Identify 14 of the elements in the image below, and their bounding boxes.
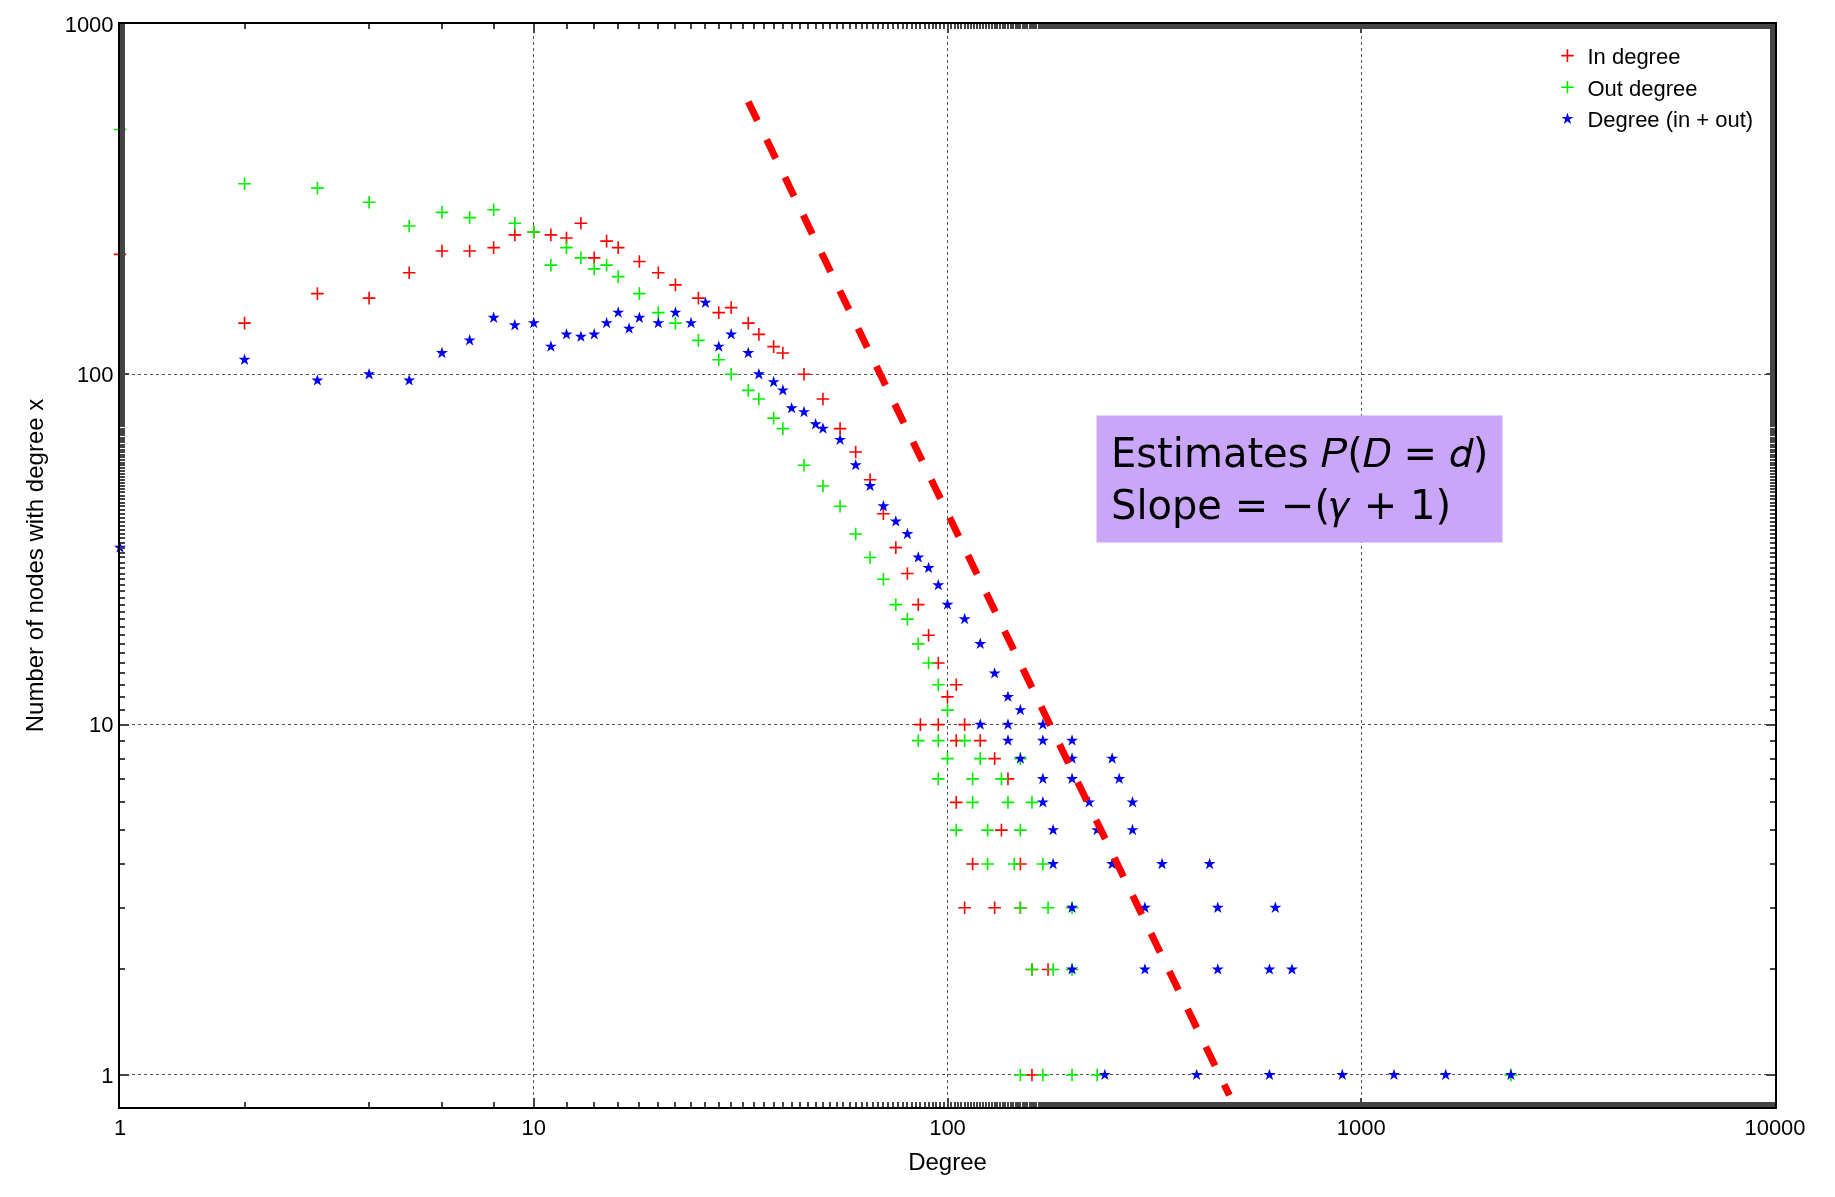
y-axis-title: Number of nodes with degree x <box>21 398 49 733</box>
x-tick-label: 1000 <box>1336 1115 1386 1141</box>
x-tick-label: 10000 <box>1744 1115 1806 1141</box>
x-axis-title: Degree <box>908 1148 987 1176</box>
y-tick-label: 100 <box>76 362 114 388</box>
legend-label: In degree <box>1587 44 1681 70</box>
legend-label: Degree (in + out) <box>1587 107 1754 133</box>
x-tick-label: 10 <box>521 1115 546 1141</box>
y-tick-label: 1 <box>101 1062 114 1088</box>
y-tick-label: 1000 <box>64 11 114 37</box>
annotation: Estimates 𝑃(𝐷 = 𝑑) Slope = −(𝛾 + 1) <box>1111 430 1489 528</box>
legend-label: Out degree <box>1587 75 1698 101</box>
y-tick-label: 10 <box>89 712 114 738</box>
x-tick-label: 100 <box>929 1115 966 1141</box>
